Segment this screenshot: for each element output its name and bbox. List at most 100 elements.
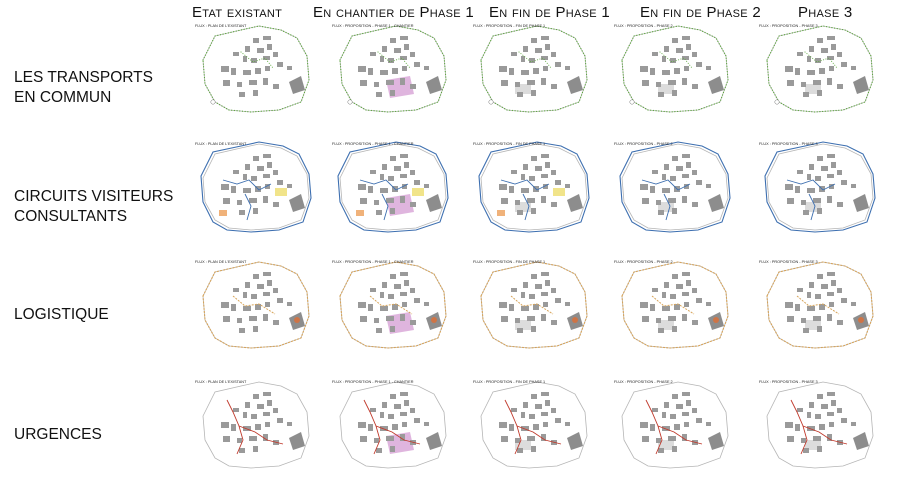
building xyxy=(692,52,697,57)
building xyxy=(853,76,869,94)
building xyxy=(527,80,535,85)
building xyxy=(565,66,570,70)
building xyxy=(382,164,387,170)
building xyxy=(684,184,689,189)
building xyxy=(652,288,658,292)
building xyxy=(545,44,550,50)
building xyxy=(692,202,698,207)
building xyxy=(827,36,835,40)
building xyxy=(567,432,583,450)
building xyxy=(358,66,366,72)
building xyxy=(827,78,832,85)
site-plan xyxy=(202,25,310,113)
building xyxy=(251,176,257,181)
flow-map: FLUX : PROPOSITION - FIN DE PHASE 1 xyxy=(471,22,593,116)
site-plan xyxy=(621,25,729,113)
building xyxy=(360,80,367,86)
building xyxy=(692,288,697,293)
building xyxy=(807,70,815,75)
building xyxy=(531,274,537,279)
row-header-circuits-visiteurs: CIRCUITS VISITEURS CONSULTANTS xyxy=(14,187,173,227)
building xyxy=(567,194,583,212)
building xyxy=(692,170,697,175)
building xyxy=(531,156,537,161)
building xyxy=(245,46,250,52)
bus-stop-icon xyxy=(488,99,494,105)
building xyxy=(263,56,270,60)
building xyxy=(521,292,525,298)
building xyxy=(797,52,803,56)
flow-route xyxy=(232,295,276,315)
flow-route xyxy=(375,425,421,445)
building xyxy=(656,200,661,205)
map-label: FLUX : PLAN DE L'EXISTANT xyxy=(195,24,247,28)
building xyxy=(529,414,535,419)
site-plan xyxy=(766,25,874,113)
site-plan xyxy=(480,261,588,349)
flow-route xyxy=(202,261,310,349)
building xyxy=(289,432,305,450)
building xyxy=(223,436,230,442)
building xyxy=(424,66,429,70)
building xyxy=(817,156,823,161)
building xyxy=(827,174,834,178)
building xyxy=(394,404,401,409)
flow-route xyxy=(480,261,588,349)
building xyxy=(263,154,271,158)
building xyxy=(672,208,677,214)
building xyxy=(402,302,407,307)
building xyxy=(658,448,664,453)
building xyxy=(541,272,549,276)
building xyxy=(257,48,264,53)
building xyxy=(263,392,271,396)
building xyxy=(390,274,396,279)
map-label: FLUX : PROPOSITION - PHASE 3 xyxy=(759,24,818,28)
building xyxy=(809,46,814,52)
building xyxy=(267,44,272,50)
building xyxy=(376,328,382,333)
building xyxy=(684,66,689,71)
building xyxy=(253,90,258,96)
building xyxy=(509,424,514,431)
flow-route xyxy=(641,179,691,191)
flow-route xyxy=(766,261,874,349)
building xyxy=(821,166,828,171)
phase-area xyxy=(658,202,674,212)
row-header-urgences: URGENCES xyxy=(14,425,102,445)
building xyxy=(670,176,676,181)
flow-route xyxy=(786,179,836,191)
building xyxy=(682,292,689,296)
map-label: FLUX : PROPOSITION - PHASE 1 - CHANTIER xyxy=(332,380,414,384)
building xyxy=(541,434,546,441)
phase-area xyxy=(805,84,821,94)
building xyxy=(263,292,270,296)
site-plan xyxy=(764,141,876,233)
flow-map: FLUX : PLAN DE L'EXISTANT xyxy=(193,22,315,116)
building xyxy=(374,318,379,323)
building xyxy=(392,424,398,430)
building xyxy=(533,304,539,310)
building xyxy=(358,422,366,428)
building xyxy=(233,170,239,174)
building xyxy=(837,84,843,89)
building xyxy=(263,196,268,203)
building xyxy=(658,328,664,333)
building xyxy=(424,184,429,188)
map-label: FLUX : PROPOSITION - FIN DE PHASE 1 xyxy=(473,260,546,264)
building xyxy=(841,62,847,67)
building xyxy=(551,320,557,325)
highlight-zone xyxy=(412,188,424,196)
building xyxy=(529,58,535,63)
building xyxy=(545,280,550,286)
building xyxy=(565,422,570,426)
building xyxy=(837,52,842,57)
building xyxy=(426,194,442,212)
building xyxy=(682,154,690,158)
building xyxy=(263,434,268,441)
building xyxy=(797,170,803,174)
building xyxy=(827,314,832,321)
building xyxy=(672,446,677,452)
map-label: FLUX : PROPOSITION - PHASE 1 - CHANTIER xyxy=(332,24,414,28)
building xyxy=(380,70,388,75)
building xyxy=(841,180,847,185)
